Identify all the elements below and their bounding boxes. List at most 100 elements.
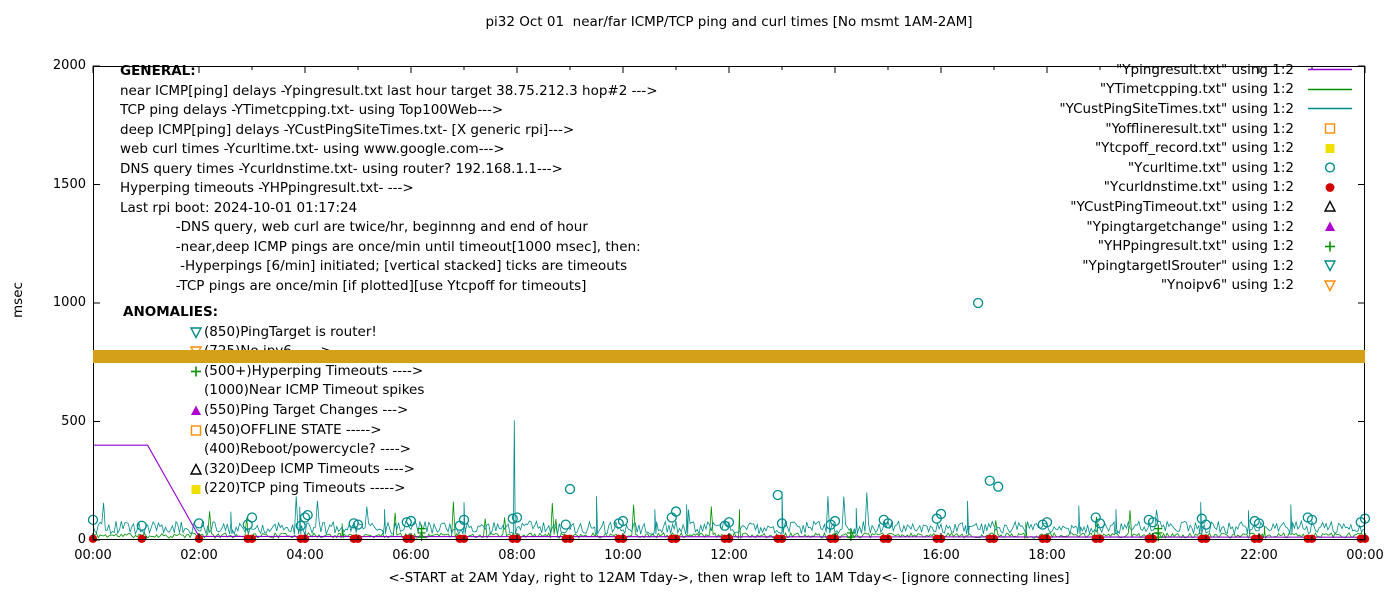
anomaly-text: (400)Reboot/powercycle? ----> bbox=[204, 441, 411, 458]
chart-legend: "Ypingresult.txt" using 1:2 "YTimetcpping… bbox=[1059, 60, 1358, 295]
legend-label: "Ycurltime.txt" using 1:2 bbox=[1127, 159, 1294, 176]
general-lines: near ICMP[ping] delays -Ypingresult.txt … bbox=[120, 82, 658, 297]
y-tick-label: 2000 bbox=[52, 58, 86, 73]
anomaly-row: (550)Ping Target Changes ---> bbox=[188, 401, 424, 421]
x-tick-label: 04:00 bbox=[286, 548, 324, 563]
triangle-down-open-marker-icon bbox=[1323, 260, 1337, 273]
legend-marker bbox=[1302, 240, 1358, 253]
anomaly-row: (320)Deep ICMP Timeouts ----> bbox=[188, 460, 424, 480]
x-tick-label: 08:00 bbox=[498, 548, 536, 563]
triangle-up-filled-marker-icon bbox=[1325, 221, 1335, 232]
legend-item: "Ycurltime.txt" using 1:2 bbox=[1059, 158, 1358, 178]
legend-label: "Ytcpoff_record.txt" using 1:2 bbox=[1094, 140, 1294, 157]
x-tick-label: 14:00 bbox=[816, 548, 854, 563]
x-tick-label: 16:00 bbox=[922, 548, 960, 563]
legend-item: "Ynoipv6" using 1:2 bbox=[1059, 276, 1358, 296]
noipv6-band bbox=[93, 349, 1365, 363]
anomalies-annotations: ANOMALIES: (850)PingTarget is router!(72… bbox=[123, 303, 424, 499]
anomaly-text: (1000)Near ICMP Timeout spikes bbox=[204, 382, 425, 399]
chart-canvas bbox=[87, 65, 1371, 544]
x-tick-label: 12:00 bbox=[710, 548, 748, 563]
square-open-marker-icon bbox=[190, 425, 202, 436]
general-heading: GENERAL: bbox=[120, 63, 196, 79]
legend-marker bbox=[1302, 181, 1358, 194]
legend-marker bbox=[1302, 220, 1358, 233]
legend-label: "YpingtargetISrouter" using 1:2 bbox=[1082, 257, 1294, 274]
x-tick-label: 06:00 bbox=[392, 548, 430, 563]
general-line: Hyperping timeouts -YHPpingresult.txt- -… bbox=[120, 180, 414, 196]
legend-label: "YCustPingSiteTimes.txt" using 1:2 bbox=[1059, 100, 1294, 117]
anomaly-text: (450)OFFLINE STATE -----> bbox=[204, 421, 382, 438]
square-filled-marker-icon bbox=[1325, 143, 1335, 153]
legend-marker bbox=[1302, 142, 1358, 155]
anomaly-text: (320)Deep ICMP Timeouts ----> bbox=[204, 460, 415, 477]
anomaly-row: (500+)Hyperping Timeouts ----> bbox=[188, 362, 424, 382]
legend-item: "YpingtargetISrouter" using 1:2 bbox=[1059, 256, 1358, 276]
general-line: -near,deep ICMP pings are once/min until… bbox=[120, 238, 641, 255]
general-line: -Hyperpings [6/min] initiated; [vertical… bbox=[120, 258, 628, 274]
general-line: -DNS query, web curl are twice/hr, begin… bbox=[120, 219, 588, 235]
chart-title: pi32 Oct 01 near/far ICMP/TCP ping and c… bbox=[485, 14, 973, 30]
square-open-marker-icon bbox=[1324, 123, 1336, 134]
general-line: DNS query times -Ycurldnstime.txt- using… bbox=[120, 160, 563, 177]
legend-label: "Ypingtargetchange" using 1:2 bbox=[1086, 218, 1294, 235]
legend-item: "YHPpingresult.txt" using 1:2 bbox=[1059, 236, 1358, 256]
x-tick-label: 00:00 bbox=[1346, 548, 1384, 563]
anomaly-text: (500+)Hyperping Timeouts ----> bbox=[204, 362, 424, 379]
anomaly-marker bbox=[188, 365, 204, 378]
anomaly-row: (1000)Near ICMP Timeout spikes bbox=[188, 381, 424, 401]
triangle-up-open-marker-icon bbox=[1323, 200, 1337, 213]
y-tick-label: 0 bbox=[77, 532, 86, 547]
general-line: Last rpi boot: 2024-10-01 01:17:24 bbox=[120, 199, 358, 216]
general-line: TCP ping delays -YTimetcpping.txt- using… bbox=[120, 102, 504, 118]
anomaly-row: (400)Reboot/powercycle? ----> bbox=[188, 440, 424, 460]
legend-label: "Ypingresult.txt" using 1:2 bbox=[1116, 61, 1294, 78]
triangle-up-filled-marker-icon bbox=[191, 405, 201, 416]
legend-marker bbox=[1302, 259, 1358, 273]
general-annotations: GENERAL: near ICMP[ping] delays -Ypingre… bbox=[120, 62, 658, 296]
legend-label: "YHPpingresult.txt" using 1:2 bbox=[1097, 238, 1294, 255]
general-line: deep ICMP[ping] delays -YCustPingSiteTim… bbox=[120, 121, 575, 138]
anomaly-row: (450)OFFLINE STATE -----> bbox=[188, 421, 424, 441]
line-marker-icon bbox=[1308, 69, 1352, 71]
anomaly-row: (850)PingTarget is router! bbox=[188, 323, 424, 343]
anomaly-text: (850)PingTarget is router! bbox=[204, 323, 377, 340]
anomaly-marker bbox=[188, 463, 204, 476]
square-filled-marker-icon bbox=[191, 484, 201, 494]
legend-label: "YCustPingTimeout.txt" using 1:2 bbox=[1070, 198, 1294, 215]
y-tick-label: 1500 bbox=[52, 176, 86, 192]
legend-label: "Yofflineresult.txt" using 1:2 bbox=[1105, 120, 1294, 137]
legend-marker bbox=[1302, 122, 1358, 135]
x-tick-label: 22:00 bbox=[1240, 548, 1278, 563]
general-line: web curl times -Ycurltime.txt- using www… bbox=[120, 141, 505, 157]
anomaly-rows: (850)PingTarget is router!(725)No ipv6 -… bbox=[123, 323, 424, 499]
anomaly-text: (550)Ping Target Changes ---> bbox=[204, 401, 409, 418]
plus-marker-icon bbox=[1325, 241, 1335, 252]
anomalies-heading: ANOMALIES: bbox=[123, 304, 219, 320]
anomaly-text: (220)TCP ping Timeouts -----> bbox=[204, 480, 406, 497]
triangle-down-open-marker-icon bbox=[189, 327, 203, 339]
x-tick-label: 00:00 bbox=[74, 548, 112, 563]
legend-item: "Ypingresult.txt" using 1:2 bbox=[1059, 60, 1358, 80]
triangle-down-open-marker-icon bbox=[1323, 280, 1337, 292]
y-axis-label: msec bbox=[10, 282, 26, 318]
legend-item: "YCustPingTimeout.txt" using 1:2 bbox=[1059, 197, 1358, 217]
anomaly-row: (220)TCP ping Timeouts -----> bbox=[188, 479, 424, 499]
legend-item: "Yofflineresult.txt" using 1:2 bbox=[1059, 119, 1358, 139]
general-line: near ICMP[ping] delays -Ypingresult.txt … bbox=[120, 82, 658, 99]
legend-item: "YCustPingSiteTimes.txt" using 1:2 bbox=[1059, 99, 1358, 119]
legend-label: "Ynoipv6" using 1:2 bbox=[1160, 277, 1294, 294]
legend-item: "Ycurldnstime.txt" using 1:2 bbox=[1059, 178, 1358, 198]
legend-marker bbox=[1302, 102, 1358, 115]
y-tick-label: 1000 bbox=[52, 295, 86, 310]
anomaly-marker bbox=[188, 404, 204, 417]
anomaly-marker bbox=[188, 483, 204, 496]
plus-marker-icon bbox=[191, 366, 201, 377]
legend-label: "YTimetcpping.txt" using 1:2 bbox=[1099, 81, 1294, 98]
legend-label: "Ycurldnstime.txt" using 1:2 bbox=[1103, 179, 1294, 196]
x-tick-label: 10:00 bbox=[604, 548, 642, 563]
legend-item: "Ypingtargetchange" using 1:2 bbox=[1059, 217, 1358, 237]
line-marker-icon bbox=[1308, 108, 1352, 110]
legend-marker bbox=[1302, 161, 1358, 174]
